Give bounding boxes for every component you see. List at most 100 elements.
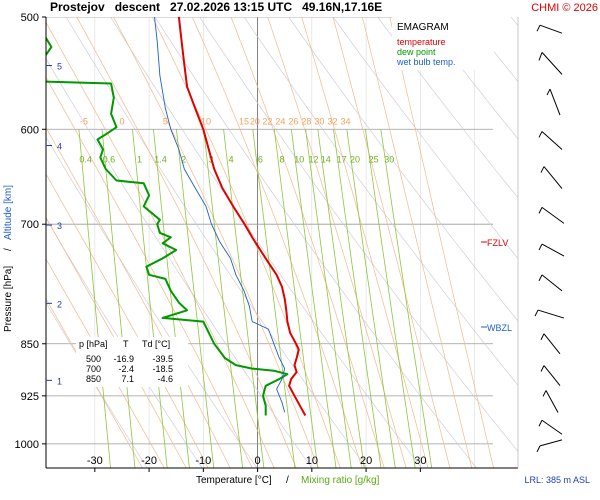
mixing-ratio-line — [317, 129, 365, 468]
mixing-ratio-line — [346, 129, 396, 468]
moist-adiabat-line — [46, 126, 231, 468]
isotherm-label: -5 — [80, 116, 88, 126]
isotherm-label: 30 — [314, 116, 324, 126]
wind-barb — [536, 24, 563, 34]
mixing-ratio-label: 0.6 — [103, 154, 116, 164]
wind-barb — [538, 131, 563, 150]
moist-adiabat-line — [267, 17, 407, 468]
isotherm-label: 32 — [327, 116, 337, 126]
wind-barb — [538, 206, 565, 224]
x-axis-mixing-title: Mixing ratio [g/kg] — [301, 475, 380, 486]
series-line-temperature — [177, 17, 307, 416]
y-tick-label: 1000 — [15, 439, 39, 451]
table-row-500-p: 500 — [86, 354, 101, 364]
table-header-t: T — [123, 339, 129, 349]
isotherm-label: 0 — [119, 116, 124, 126]
mixing-ratio-label: 30 — [384, 154, 394, 164]
y-tick-label: 700 — [21, 219, 39, 231]
y-tick-label: 925 — [21, 391, 39, 403]
wind-barb-feather — [536, 445, 541, 453]
wind-barb — [540, 365, 561, 386]
mixing-ratio-label: 6 — [258, 154, 263, 164]
wind-barb-feather — [540, 365, 545, 372]
altitude-tick-label: 3 — [57, 221, 62, 231]
x-tick-label: -30 — [87, 455, 103, 467]
dry-adiabat-line — [466, 17, 518, 83]
table-row-850-t: 7.1 — [121, 374, 134, 384]
x-axis-title: Temperature [°C] — [196, 475, 272, 486]
table-row-500-td: -39.5 — [152, 354, 173, 364]
y-tick-label: 850 — [21, 339, 39, 351]
legend: EMAGRAM temperature dew point wet bulb t… — [392, 16, 494, 70]
wind-barb-shaft — [541, 131, 563, 150]
x-axis-separator: / — [286, 475, 289, 486]
wind-barb-shaft — [541, 419, 563, 435]
x-tick-label: 30 — [414, 455, 426, 467]
dry-adiabat-line — [446, 0, 600, 480]
moist-adiabat-line — [46, 21, 275, 468]
mixing-ratio-label: 17 — [337, 154, 347, 164]
wind-barb-shaft — [541, 274, 563, 292]
mixing-ratio-line — [101, 129, 136, 468]
table-row-850-p: 850 — [86, 374, 101, 384]
table-row-850-td: -4.6 — [157, 374, 173, 384]
moist-adiabat-line — [46, 258, 165, 468]
x-tick-label: 0 — [255, 455, 261, 467]
mixing-ratio-label: 14 — [321, 154, 331, 164]
wind-barb-shaft — [549, 88, 561, 116]
wind-barb-feather — [538, 420, 543, 427]
legend-wet-bulb: wet bulb temp. — [396, 57, 456, 67]
wind-barb-shaft — [543, 166, 563, 189]
isotherm-label: 5 — [163, 116, 168, 126]
series-line-dew-point — [46, 36, 289, 416]
y-axis-separator: / — [3, 248, 14, 251]
mixing-ratio-line — [380, 129, 433, 468]
sounding-table: p [hPa] T Td [°C] 500 -16.9 -39.5 700 -2… — [76, 337, 188, 387]
moist-adiabats — [46, 17, 494, 468]
dry-adiabat-line — [377, 17, 518, 199]
table-row-700-t: -2.4 — [118, 364, 134, 374]
moist-adiabat-line — [46, 298, 143, 468]
wbzl-label: WBZL — [487, 323, 512, 333]
wind-barb-feather — [538, 131, 543, 138]
wind-barb-feather — [542, 390, 547, 397]
mixing-ratio-line — [252, 129, 296, 468]
legend-title: EMAGRAM — [397, 22, 449, 33]
isotherm-label: 20 — [250, 116, 260, 126]
wind-barb — [538, 52, 563, 75]
wind-barb — [540, 333, 561, 355]
moist-adiabat-line — [46, 76, 253, 468]
moist-adiabat-line — [76, 17, 297, 468]
dry-adiabat-line — [288, 17, 518, 322]
wind-barb-shaft — [543, 333, 561, 355]
mixing-ratio-label: 1 — [137, 154, 142, 164]
wind-barb — [538, 274, 563, 292]
moist-adiabat-line — [46, 173, 209, 468]
mixing-ratio-line — [305, 129, 352, 468]
moist-adiabat-line — [46, 216, 187, 468]
mixing-ratio-label: 8 — [280, 154, 285, 164]
mixing-ratio-label: 25 — [369, 154, 379, 164]
altitude-tick-label: 1 — [57, 376, 62, 386]
wind-barb-feather — [538, 243, 543, 251]
x-tick-label: -20 — [141, 455, 157, 467]
mixing-ratio-line — [78, 129, 111, 468]
wind-barbs — [534, 24, 565, 453]
wind-barb-shaft — [543, 365, 561, 386]
mixing-ratio-lines — [78, 129, 433, 468]
y-axis-altitude-title: Altitude [km] — [3, 185, 14, 240]
wind-barb — [538, 243, 565, 257]
moist-adiabat-line — [191, 17, 363, 468]
wind-barb-shaft — [539, 24, 563, 34]
dry-adiabat-line — [154, 17, 477, 468]
x-tick-label: 20 — [360, 455, 372, 467]
wind-barb-feather — [538, 207, 543, 214]
chart-title: Prostejov descent 27.02.2026 13:15 UTC 4… — [50, 0, 382, 14]
table-row-500-t: -16.9 — [113, 354, 134, 364]
wind-barb — [542, 390, 559, 413]
dry-adiabat-line — [571, 0, 600, 480]
moist-adiabat-line — [361, 17, 473, 468]
legend-temperature: temperature — [397, 37, 446, 47]
moist-adiabat-line — [230, 17, 385, 468]
